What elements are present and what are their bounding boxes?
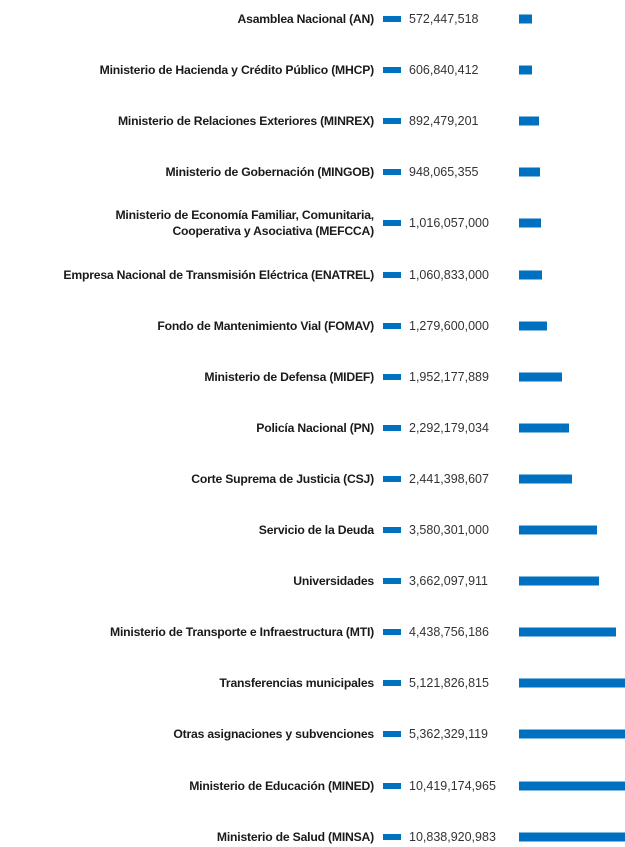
- value-label: 3,580,301,000: [409, 523, 489, 537]
- value-label: 2,292,179,034: [409, 420, 489, 435]
- bar: [519, 372, 562, 382]
- bar: [519, 65, 533, 75]
- value-label: 1,060,833,000: [409, 267, 489, 282]
- legend-swatch: [383, 578, 401, 585]
- bar: [519, 627, 617, 637]
- category-label: Ministerio de Hacienda y Crédito Público…: [99, 63, 375, 78]
- bar: [519, 576, 600, 586]
- legend-swatch: [383, 680, 401, 687]
- bar: [519, 270, 543, 279]
- legend-swatch: [383, 220, 401, 227]
- legend-swatch: [383, 271, 401, 278]
- category-label: Ministerio de Economía Familiar, Comunit…: [115, 208, 374, 239]
- category-label: Asamblea Nacional (AN): [237, 12, 375, 26]
- bar: [519, 116, 539, 126]
- value-label: 2,441,398,607: [409, 471, 489, 486]
- bar: [519, 423, 570, 433]
- bar: [519, 321, 548, 331]
- bar: [519, 729, 625, 739]
- category-label: Universidades: [293, 574, 374, 589]
- legend-swatch: [383, 731, 401, 738]
- bar: [519, 167, 540, 177]
- value-label: 948,065,355: [409, 165, 479, 180]
- category-label: Ministerio de Gobernación (MINGOB): [165, 165, 374, 180]
- legend-swatch: [383, 169, 401, 176]
- value-label: 1,952,177,889: [409, 369, 489, 384]
- category-label: Empresa Nacional de Transmisión Eléctric…: [63, 267, 374, 282]
- legend-swatch: [383, 527, 401, 533]
- category-label: Otras asignaciones y subvenciones: [173, 727, 374, 742]
- category-label: Fondo de Mantenimiento Vial (FOMAV): [157, 318, 374, 333]
- value-label: 10,419,174,965: [409, 778, 496, 793]
- category-label: Ministerio de Defensa (MIDEF): [204, 369, 374, 384]
- bar: [519, 832, 625, 842]
- legend-swatch: [383, 782, 401, 789]
- value-label: 4,438,756,186: [409, 625, 489, 640]
- category-label: Ministerio de Transporte e Infraestructu…: [110, 625, 374, 640]
- bar: [519, 781, 625, 790]
- legend-swatch: [383, 629, 401, 636]
- legend-swatch: [383, 322, 401, 329]
- legend-swatch: [383, 67, 401, 74]
- value-label: 892,479,201: [409, 114, 479, 129]
- bar: [519, 525, 598, 535]
- value-label: 1,279,600,000: [409, 318, 489, 333]
- category-label: Ministerio de Relaciones Exteriores (MIN…: [117, 114, 374, 129]
- category-label: Corte Suprema de Justicia (CSJ): [191, 471, 374, 486]
- value-label: 5,121,826,815: [409, 676, 489, 691]
- legend-swatch: [383, 475, 401, 482]
- bar: [519, 218, 542, 228]
- value-label: 5,362,329,119: [409, 727, 489, 742]
- bar: [519, 678, 625, 688]
- category-label: Ministerio de Salud (MINSA): [216, 829, 374, 844]
- category-label: Policía Nacional (PN): [256, 420, 374, 435]
- value-label: 10,838,920,983: [409, 829, 496, 844]
- bar: [519, 14, 532, 24]
- category-label: Ministerio de Educación (MINED): [189, 778, 374, 793]
- value-label: 3,662,097,911: [409, 574, 489, 589]
- value-label: 1,016,057,000: [409, 216, 489, 231]
- legend-swatch: [383, 16, 401, 22]
- legend-swatch: [383, 373, 401, 380]
- value-label: 572,447,518: [409, 12, 479, 26]
- category-label: Transferencias municipales: [219, 676, 374, 691]
- legend-swatch: [383, 118, 401, 125]
- legend-swatch: [383, 424, 401, 431]
- bar: [519, 474, 573, 484]
- value-label: 606,840,412: [409, 63, 479, 78]
- category-label: Servicio de la Deuda: [258, 523, 374, 537]
- legend-swatch: [383, 833, 401, 840]
